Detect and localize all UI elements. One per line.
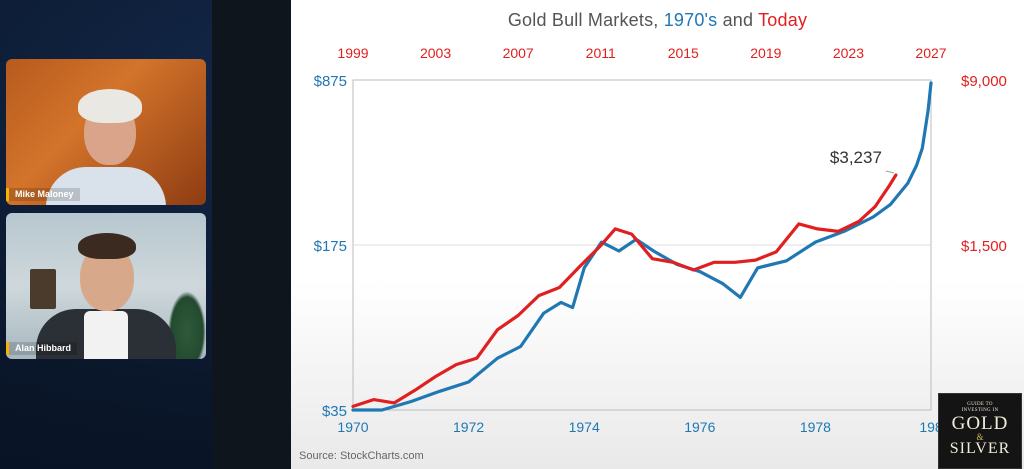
bookshelf [30,269,56,309]
divider-strip [212,0,291,469]
y-left-tick-label: $175 [314,238,347,255]
title-1970s: 1970's [663,10,718,30]
video-tile-mike[interactable]: Mike Maloney [6,59,206,205]
series-line-0 [351,81,933,412]
x-bottom-tick-label: 1972 [453,419,484,435]
participants-panel: Mike Maloney Alan Hibbard [0,0,212,469]
logo-line: GUIDE TO [967,402,993,407]
annotation-leader [885,170,895,174]
title-part: and [717,10,759,30]
logo-line: INVESTING IN [961,408,999,413]
logo-gold: GOLD [951,413,1009,434]
x-top-tick-label: 2007 [503,45,534,61]
video-tile-alan[interactable]: Alan Hibbard [6,213,206,359]
participant-name-label: Alan Hibbard [6,342,78,355]
source-note: Source: StockCharts.com [299,450,424,462]
x-top-tick-label: 2027 [915,45,946,61]
logo-silver: SILVER [949,440,1011,457]
x-bottom-tick-label: 1974 [569,419,600,435]
y-left-tick-label: $875 [314,73,347,90]
annotation-label: $3,237 [830,148,882,167]
title-part: Gold Bull Markets, [507,10,664,30]
x-top-tick-label: 2019 [750,45,781,61]
y-right-tick-label: $1,500 [961,238,1007,255]
chart-panel: Gold Bull Markets, 1970's and Today $35 $… [291,0,1024,469]
x-bottom-tick-label: 198 [919,419,943,435]
chart-plot: $35 $175 $875 $1,500 $9,000 1970 1972 1974 1976 1… [314,45,1007,435]
y-left-tick-label: $35 [322,403,347,420]
logo-amp: & [976,432,984,442]
chart-title: Gold Bull Markets, 1970's and Today [291,10,1024,31]
x-bottom-tick-label: 1970 [337,419,368,435]
x-top-tick-label: 2023 [833,45,864,61]
x-bottom-tick-label: 1976 [684,419,715,435]
book-logo: GUIDE TO INVESTING IN GOLD & SILVER [938,393,1022,469]
y-right-tick-label: $9,000 [961,73,1007,90]
series-line-1 [351,173,898,408]
title-today: Today [758,10,808,30]
x-top-tick-label: 2011 [586,45,616,61]
x-top-tick-label: 1999 [337,45,368,61]
x-bottom-tick-label: 1978 [800,419,831,435]
x-top-tick-label: 2015 [668,45,699,61]
x-top-tick-label: 2003 [420,45,451,61]
participant-name-label: Mike Maloney [6,188,80,201]
